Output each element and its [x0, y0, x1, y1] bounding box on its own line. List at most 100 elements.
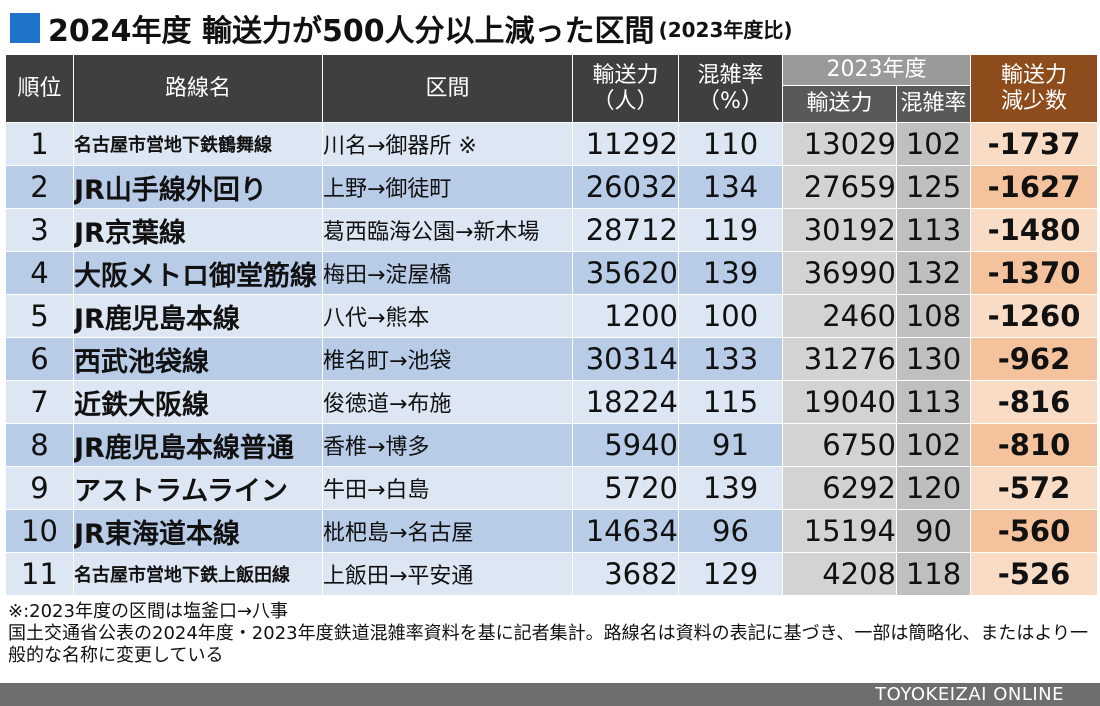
cell-capacity: 1200	[572, 294, 679, 338]
cell-capacity-2023: 15194	[782, 509, 897, 553]
cell-decrease: -1737	[970, 122, 1098, 166]
cell-line: 大阪メトロ御堂筋線	[73, 251, 323, 295]
footer-bar: TOYOKEIZAI ONLINE	[0, 683, 1100, 706]
cell-capacity-2023: 27659	[782, 165, 897, 209]
cell-congestion: 110	[678, 122, 783, 166]
table-row: 5 JR鹿児島本線 八代→熊本 1200 100 2460 108 -1260	[5, 294, 1098, 338]
cell-rank: 10	[5, 509, 74, 553]
title-square-icon	[10, 13, 40, 43]
cell-congestion-2023: 125	[896, 165, 971, 209]
ranking-table: 順位 路線名 区間 輸送力 （人） 混雑率 （%） 2023年度 輸送力 減少数…	[5, 54, 1098, 596]
cell-capacity-2023: 19040	[782, 380, 897, 424]
page-title: 2024年度 輸送力が500人分以上減った区間 (2023年度比)	[10, 6, 793, 50]
cell-line: アストラムライン	[73, 466, 323, 510]
header-capacity: 輸送力 （人）	[572, 54, 679, 123]
header-capacity-2023: 輸送力	[782, 85, 897, 123]
cell-congestion: 115	[678, 380, 783, 424]
cell-congestion-2023: 118	[896, 552, 971, 596]
table-row: 9 アストラムライン 牛田→白島 5720 139 6292 120 -572	[5, 466, 1098, 510]
cell-decrease: -1480	[970, 208, 1098, 252]
cell-congestion-2023: 120	[896, 466, 971, 510]
cell-congestion-2023: 130	[896, 337, 971, 381]
cell-rank: 8	[5, 423, 74, 467]
header-line: 路線名	[73, 54, 323, 123]
cell-decrease: -1627	[970, 165, 1098, 209]
cell-capacity: 28712	[572, 208, 679, 252]
cell-line: 西武池袋線	[73, 337, 323, 381]
table-row: 1 名古屋市営地下鉄鶴舞線 川名→御器所 ※ 11292 110 13029 102 -173…	[5, 122, 1098, 166]
cell-congestion: 133	[678, 337, 783, 381]
brand-label: TOYOKEIZAI ONLINE	[875, 684, 1064, 705]
note-source: 国土交通省公表の2024年度・2023年度鉄道混雑率資料を基に記者集計。路線名は…	[8, 623, 1088, 666]
cell-capacity-2023: 30192	[782, 208, 897, 252]
cell-congestion-2023: 132	[896, 251, 971, 295]
cell-section: 上飯田→平安通	[322, 552, 573, 596]
title-main: 2024年度 輸送力が500人分以上減った区間	[48, 14, 655, 49]
cell-line: JR東海道本線	[73, 509, 323, 553]
cell-decrease: -572	[970, 466, 1098, 510]
cell-rank: 6	[5, 337, 74, 381]
cell-line: JR京葉線	[73, 208, 323, 252]
header-rank: 順位	[5, 54, 74, 123]
cell-congestion: 139	[678, 466, 783, 510]
cell-section: 枇杷島→名古屋	[322, 509, 573, 553]
cell-section: 葛西臨海公園→新木場	[322, 208, 573, 252]
cell-rank: 9	[5, 466, 74, 510]
cell-section: 梅田→淀屋橋	[322, 251, 573, 295]
cell-section: 川名→御器所 ※	[322, 122, 573, 166]
cell-rank: 5	[5, 294, 74, 338]
table-row: 7 近鉄大阪線 俊徳道→布施 18224 115 19040 113 -816	[5, 380, 1098, 424]
cell-congestion-2023: 113	[896, 208, 971, 252]
cell-capacity: 18224	[572, 380, 679, 424]
cell-rank: 4	[5, 251, 74, 295]
cell-capacity: 5940	[572, 423, 679, 467]
cell-capacity: 14634	[572, 509, 679, 553]
cell-capacity-2023: 36990	[782, 251, 897, 295]
cell-decrease: -560	[970, 509, 1098, 553]
cell-congestion-2023: 102	[896, 423, 971, 467]
cell-congestion: 129	[678, 552, 783, 596]
header-section: 区間	[322, 54, 573, 123]
cell-decrease: -1260	[970, 294, 1098, 338]
cell-congestion: 119	[678, 208, 783, 252]
cell-capacity-2023: 13029	[782, 122, 897, 166]
cell-line: JR鹿児島本線普通	[73, 423, 323, 467]
cell-congestion: 91	[678, 423, 783, 467]
cell-line: 名古屋市営地下鉄鶴舞線	[73, 122, 323, 166]
cell-section: 香椎→博多	[322, 423, 573, 467]
title-subtitle: (2023年度比)	[658, 17, 793, 42]
table-row: 4 大阪メトロ御堂筋線 梅田→淀屋橋 35620 139 36990 132 -1370	[5, 251, 1098, 295]
cell-capacity: 5720	[572, 466, 679, 510]
cell-section: 椎名町→池袋	[322, 337, 573, 381]
cell-congestion-2023: 108	[896, 294, 971, 338]
table-row: 3 JR京葉線 葛西臨海公園→新木場 28712 119 30192 113 -1480	[5, 208, 1098, 252]
cell-line: 名古屋市営地下鉄上飯田線	[73, 552, 323, 596]
cell-decrease: -1370	[970, 251, 1098, 295]
cell-decrease: -810	[970, 423, 1098, 467]
table-row: 10 JR東海道本線 枇杷島→名古屋 14634 96 15194 90 -560	[5, 509, 1098, 553]
cell-decrease: -526	[970, 552, 1098, 596]
cell-section: 上野→御徒町	[322, 165, 573, 209]
cell-congestion-2023: 102	[896, 122, 971, 166]
cell-capacity: 35620	[572, 251, 679, 295]
cell-congestion-2023: 90	[896, 509, 971, 553]
cell-decrease: -816	[970, 380, 1098, 424]
cell-line: JR山手線外回り	[73, 165, 323, 209]
header-decrease: 輸送力 減少数	[970, 54, 1098, 123]
cell-capacity-2023: 6292	[782, 466, 897, 510]
cell-line: 近鉄大阪線	[73, 380, 323, 424]
cell-congestion: 96	[678, 509, 783, 553]
cell-capacity: 3682	[572, 552, 679, 596]
cell-section: 俊徳道→布施	[322, 380, 573, 424]
header-congestion: 混雑率 （%）	[678, 54, 783, 123]
cell-line: JR鹿児島本線	[73, 294, 323, 338]
table-row: 2 JR山手線外回り 上野→御徒町 26032 134 27659 125 -1627	[5, 165, 1098, 209]
note-footnote: ※:2023年度の区間は塩釜口→八事	[8, 601, 289, 622]
cell-capacity-2023: 6750	[782, 423, 897, 467]
table-row: 11 名古屋市営地下鉄上飯田線 上飯田→平安通 3682 129 4208 118 -526	[5, 552, 1098, 596]
cell-rank: 11	[5, 552, 74, 596]
cell-rank: 2	[5, 165, 74, 209]
cell-capacity-2023: 4208	[782, 552, 897, 596]
cell-capacity: 30314	[572, 337, 679, 381]
cell-capacity: 11292	[572, 122, 679, 166]
